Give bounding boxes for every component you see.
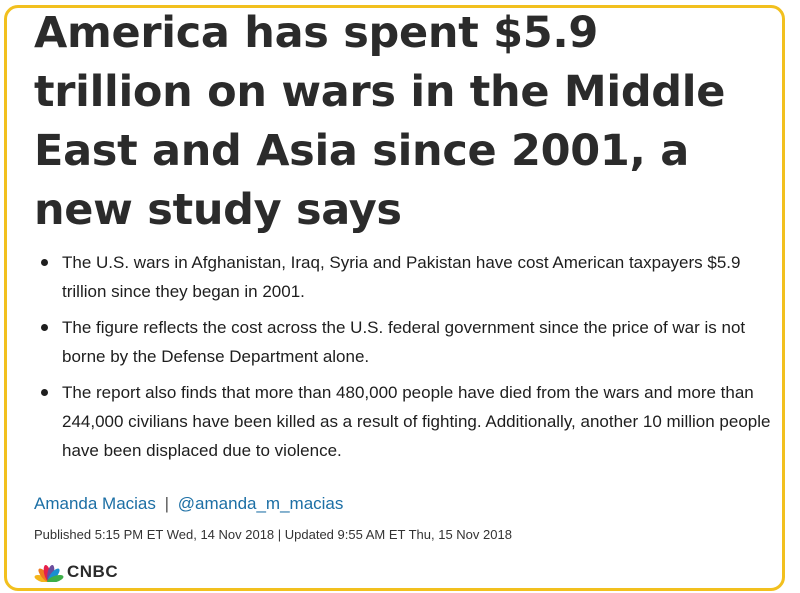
article-card [4, 5, 785, 591]
bullet-dot-icon [41, 389, 48, 396]
headline: America has spent $5.9 trillion on wars … [34, 8, 726, 235]
author-name-link[interactable]: Amanda Macias [34, 494, 156, 513]
key-point-text: The figure reflects the cost across the … [62, 318, 746, 366]
peacock-feather [47, 575, 64, 582]
byline-separator: | [164, 494, 170, 513]
byline: Amanda Macias | @amanda_m_macias [34, 494, 343, 514]
key-point: The figure reflects the cost across the … [36, 313, 776, 371]
key-point-text: The report also finds that more than 480… [62, 383, 771, 460]
nbc-peacock-icon [34, 564, 64, 582]
key-point-text: The U.S. wars in Afghanistan, Iraq, Syri… [62, 253, 741, 301]
key-point: The U.S. wars in Afghanistan, Iraq, Syri… [36, 248, 776, 306]
key-points-list: The U.S. wars in Afghanistan, Iraq, Syri… [36, 248, 776, 472]
logo-text: CNBC [67, 562, 119, 581]
publish-timestamps: Published 5:15 PM ET Wed, 14 Nov 2018 | … [34, 527, 512, 542]
bullet-dot-icon [41, 259, 48, 266]
author-handle-link[interactable]: @amanda_m_macias [177, 494, 344, 513]
bullet-dot-icon [41, 324, 48, 331]
key-point: The report also finds that more than 480… [36, 378, 776, 465]
cnbc-logo: CNBC [34, 561, 118, 583]
